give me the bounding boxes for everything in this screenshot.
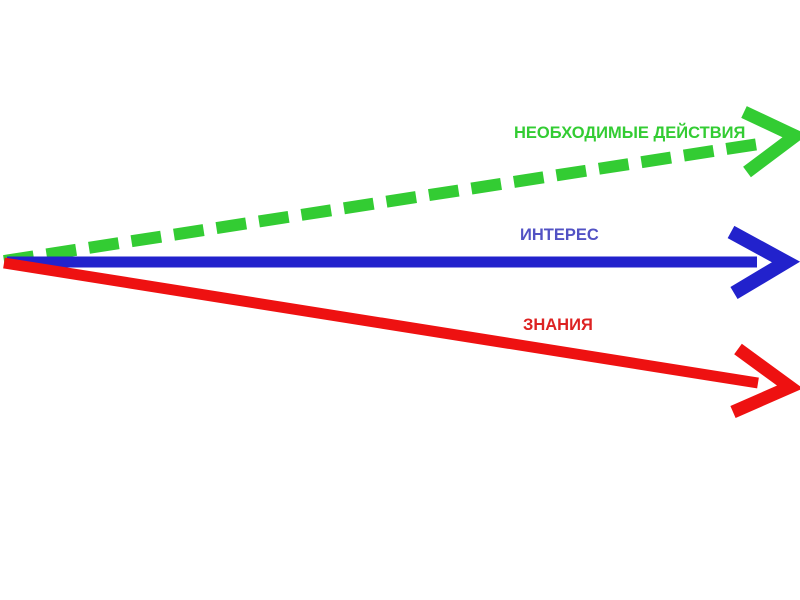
interest-arrowhead-icon xyxy=(727,225,800,300)
interest-label: ИНТЕРЕС xyxy=(520,226,599,244)
knowledge-arrowhead-icon xyxy=(730,343,800,418)
necessary-actions-arrowhead-icon xyxy=(741,106,800,178)
arrow-knowledge: ЗНАНИЯ xyxy=(3,257,800,418)
necessary-actions-label: НЕОБХОДИМЫЕ ДЕЙСТВИЯ xyxy=(514,123,745,142)
necessary-actions-arrow-line xyxy=(3,137,766,267)
arrow-necessary-actions: НЕОБХОДИМЫЕ ДЕЙСТВИЯ xyxy=(3,106,800,267)
knowledge-arrow-line xyxy=(3,257,759,389)
arrow-interest: ИНТЕРЕС xyxy=(7,225,800,300)
knowledge-label: ЗНАНИЯ xyxy=(523,316,593,334)
